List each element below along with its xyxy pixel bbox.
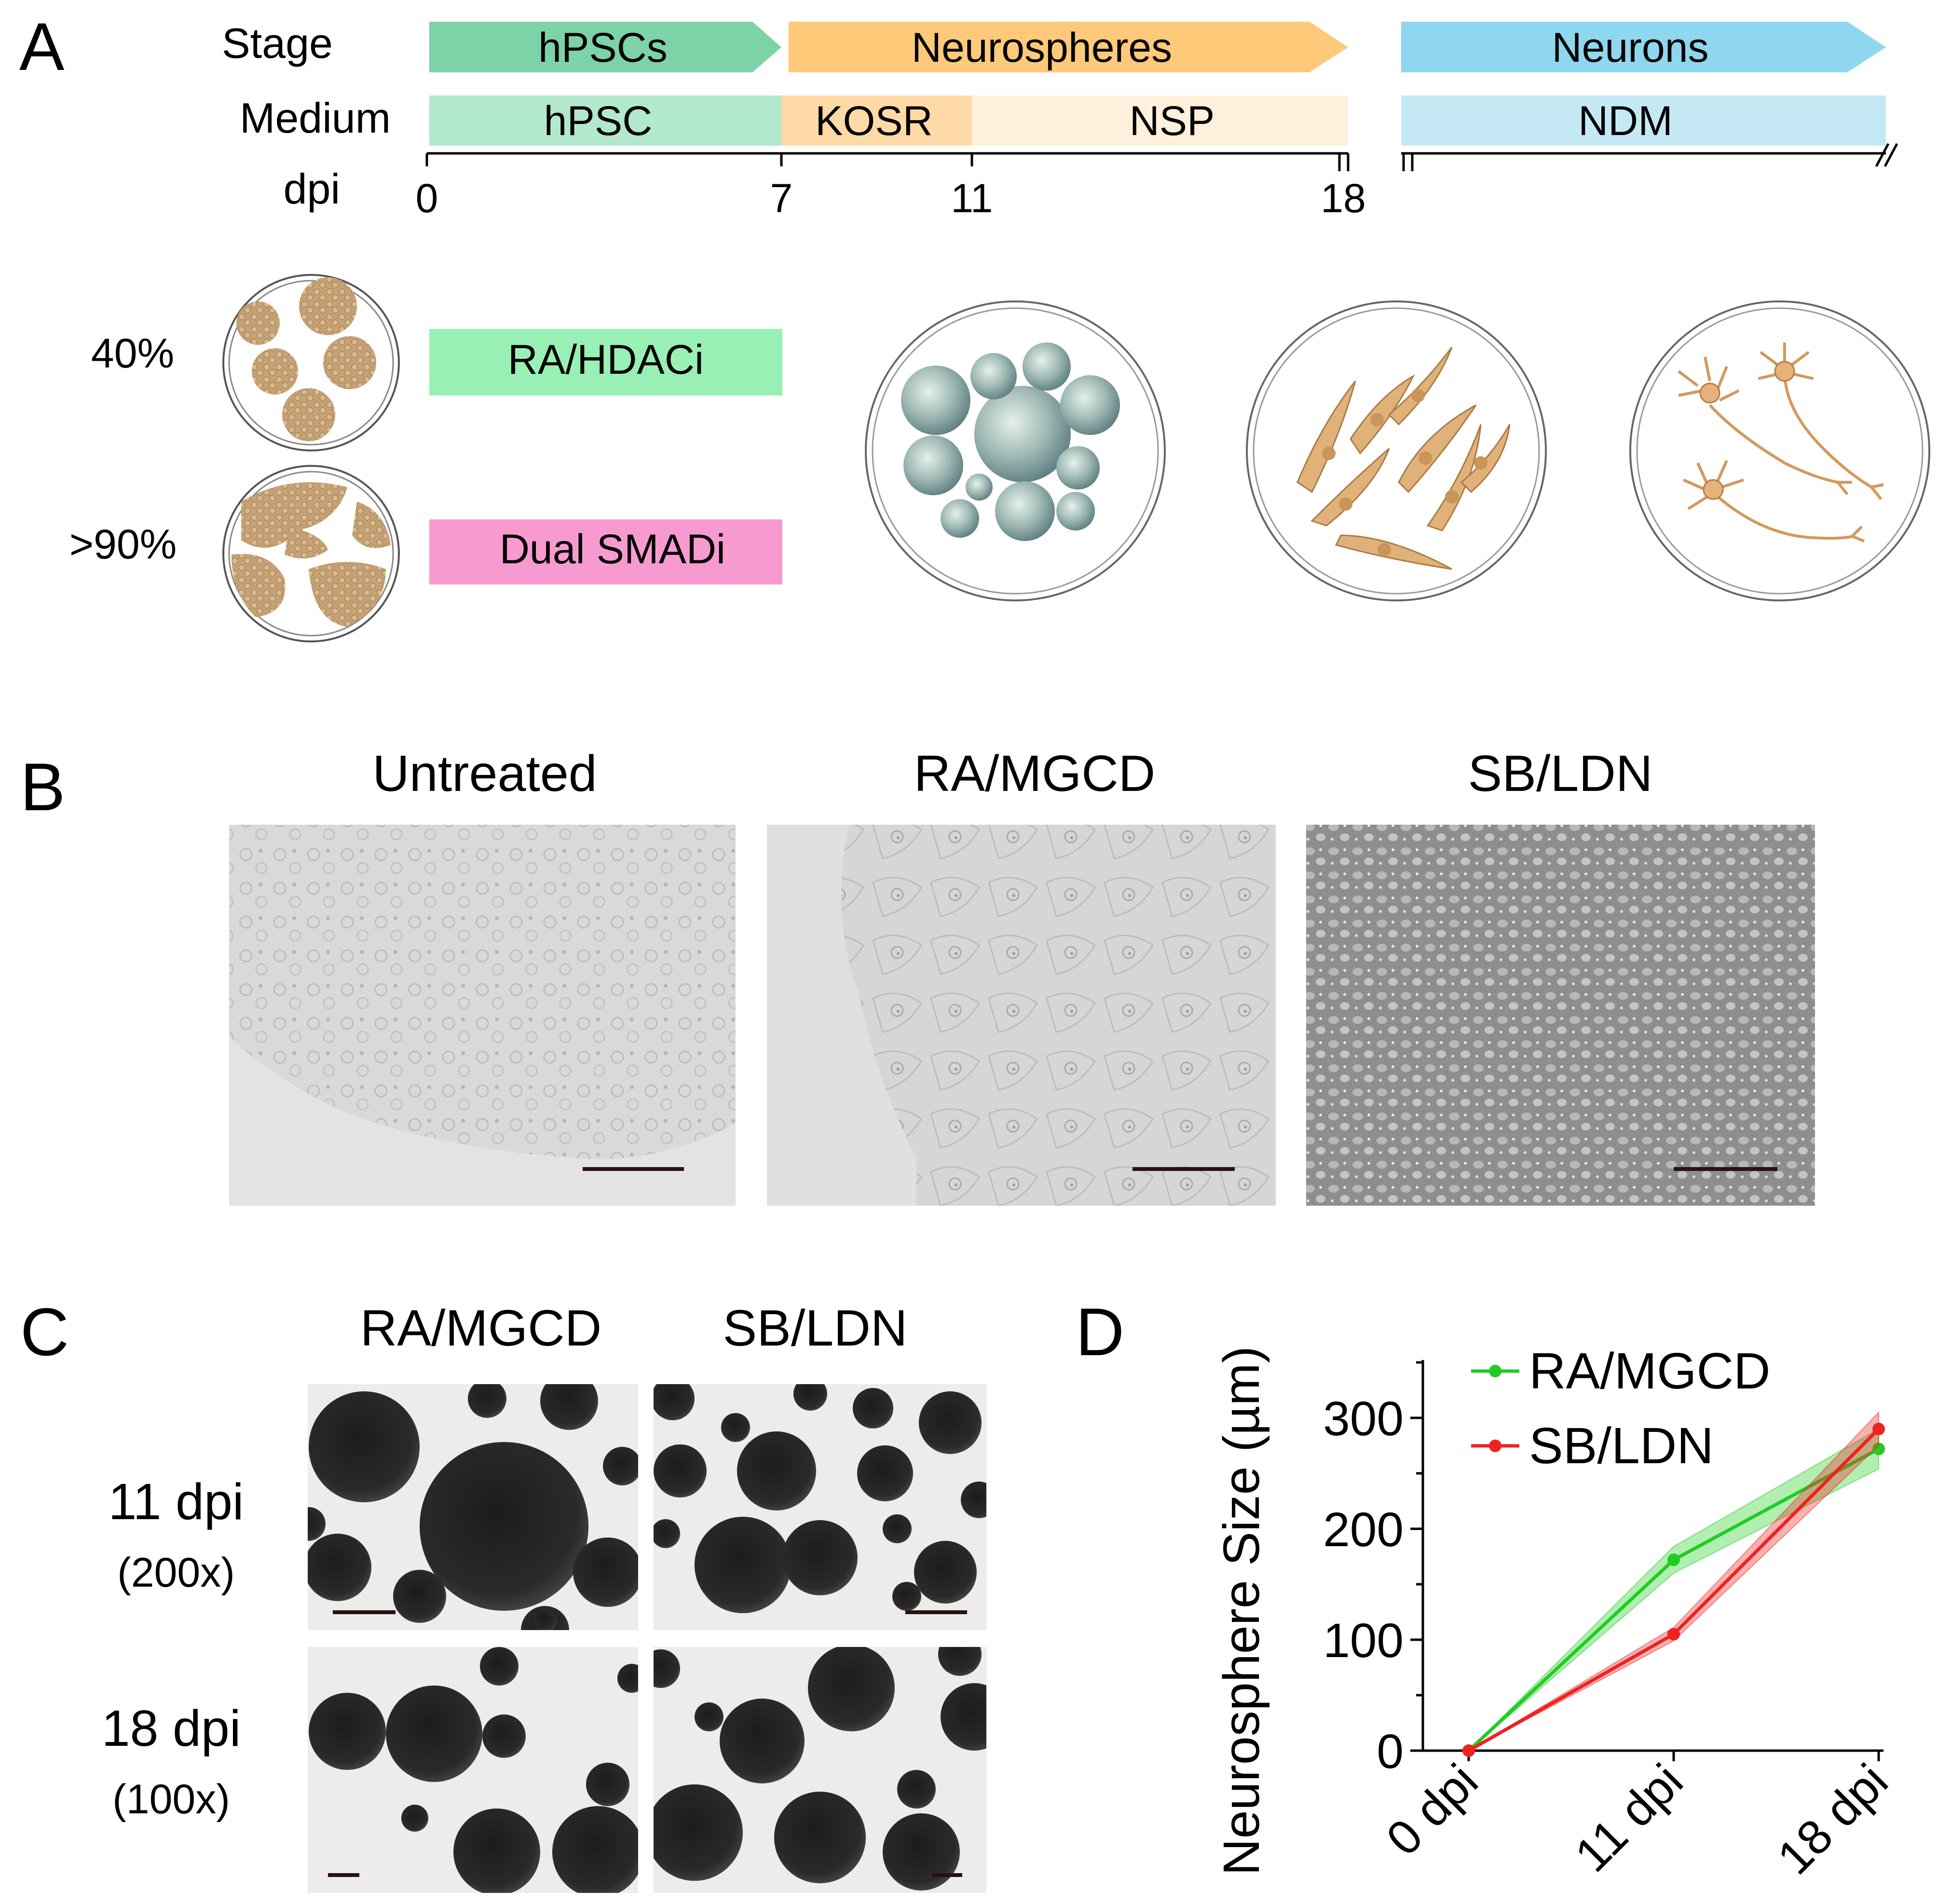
chart-x-tick-label: 18 dpi — [1767, 1754, 1898, 1885]
chart-legend-marker — [1489, 1440, 1501, 1452]
panel-a: A Stage Medium dpi hPSCs Neurospheres Ne… — [19, 9, 1930, 642]
dish-neurospheres — [865, 300, 1166, 601]
treatment-bar-dual-smadi — [429, 519, 782, 585]
micrograph-c-sb-11dpi — [654, 1384, 986, 1630]
dpi-tick-18: 18 — [1321, 176, 1365, 221]
panel-letter-d: D — [1076, 1294, 1124, 1370]
chart-legend-marker — [1489, 1365, 1501, 1377]
confluence-label-90: >90% — [69, 521, 177, 568]
stage-arrow-neurons — [1401, 22, 1886, 72]
stage-arrow-neurospheres — [789, 22, 1348, 72]
dish-40-percent — [222, 274, 400, 451]
stage-arrows: hPSCs Neurospheres Neurons — [429, 22, 1886, 72]
chart-legend-label: SB/LDN — [1529, 1417, 1714, 1474]
chart-y-tick-label: 0 — [1377, 1725, 1404, 1779]
chart-y-tick-label: 200 — [1323, 1503, 1404, 1557]
column-title-ra-mgcd: RA/MGCD — [360, 1300, 602, 1357]
micrograph-untreated — [229, 825, 736, 1206]
treatment-label-ra-hdaci: RA/HDACi — [508, 337, 704, 383]
medium-bars: hPSC KOSR NSP NDM — [429, 95, 1886, 146]
medium-row-label: Medium — [240, 94, 391, 142]
dpi-timeline — [425, 143, 1898, 171]
micrograph-c-ra-11dpi — [308, 1384, 638, 1630]
medium-bar-nsp — [972, 95, 1348, 146]
dish-progenitors — [1246, 300, 1547, 601]
stage-label-neurons: Neurons — [1552, 25, 1708, 71]
condition-title-sb-ldn: SB/LDN — [1468, 745, 1653, 802]
chart-data-point — [1872, 1423, 1885, 1435]
stage-label-neurospheres: Neurospheres — [912, 25, 1172, 71]
medium-bar-ndm — [1401, 95, 1886, 146]
row-day-18: 18 dpi — [102, 1700, 241, 1757]
dpi-tick-0: 0 — [416, 176, 438, 221]
medium-label-hpsc: hPSC — [544, 98, 653, 144]
medium-bar-kosr — [781, 95, 972, 146]
panel-b: B Untreated RA/MGCD SB/LDN — [20, 745, 1815, 1206]
chart-legend-label: RA/MGCD — [1529, 1343, 1771, 1400]
chart-x-tick-label: 11 dpi — [1565, 1754, 1693, 1882]
medium-label-nsp: NSP — [1130, 98, 1215, 144]
dpi-tick-11: 11 — [951, 176, 993, 221]
medium-bar-hpsc — [429, 95, 781, 146]
row-day-11: 11 dpi — [109, 1473, 244, 1530]
row-mag-100x: (100x) — [112, 1776, 230, 1822]
stage-label-hpscs: hPSCs — [538, 25, 668, 71]
condition-title-untreated: Untreated — [372, 745, 597, 802]
chart-data-point — [1462, 1744, 1475, 1757]
stage-row-label: Stage — [222, 19, 333, 67]
chart-data-point — [1667, 1553, 1680, 1566]
chart-data-point — [1872, 1442, 1885, 1455]
chart-y-tick-label: 100 — [1323, 1614, 1404, 1668]
dpi-row-label: dpi — [284, 165, 340, 213]
treatment-label-dual-smadi: Dual SMADi — [500, 526, 725, 572]
panel-letter-b: B — [20, 749, 65, 825]
chart-data-point — [1667, 1628, 1680, 1641]
dish-90-percent — [222, 465, 400, 642]
stage-arrow-hpscs — [429, 22, 781, 72]
micrograph-sb-ldn — [1306, 825, 1815, 1206]
confluence-label-40: 40% — [91, 330, 174, 377]
medium-label-kosr: KOSR — [815, 98, 933, 144]
micrograph-c-ra-18dpi — [308, 1647, 638, 1893]
micrograph-ra-mgcd — [767, 825, 1276, 1206]
chart-y-tick-label: 300 — [1323, 1392, 1404, 1446]
treatment-bar-ra-hdaci — [429, 329, 782, 395]
panel-c: C RA/MGCD SB/LDN 11 dpi (200x) 18 dpi (1… — [20, 1294, 986, 1893]
dish-neurons — [1629, 300, 1930, 601]
row-mag-200x: (200x) — [117, 1550, 235, 1596]
micrograph-c-sb-18dpi — [654, 1647, 986, 1893]
column-title-sb-ldn: SB/LDN — [723, 1300, 908, 1357]
panel-letter-c: C — [20, 1294, 69, 1370]
panel-letter-a: A — [19, 9, 65, 84]
chart-ylabel: Neurosphere Size (µm) — [1213, 1346, 1270, 1876]
condition-title-ra-mgcd: RA/MGCD — [914, 745, 1156, 802]
dpi-tick-7: 7 — [770, 176, 793, 221]
medium-label-ndm: NDM — [1578, 98, 1673, 144]
